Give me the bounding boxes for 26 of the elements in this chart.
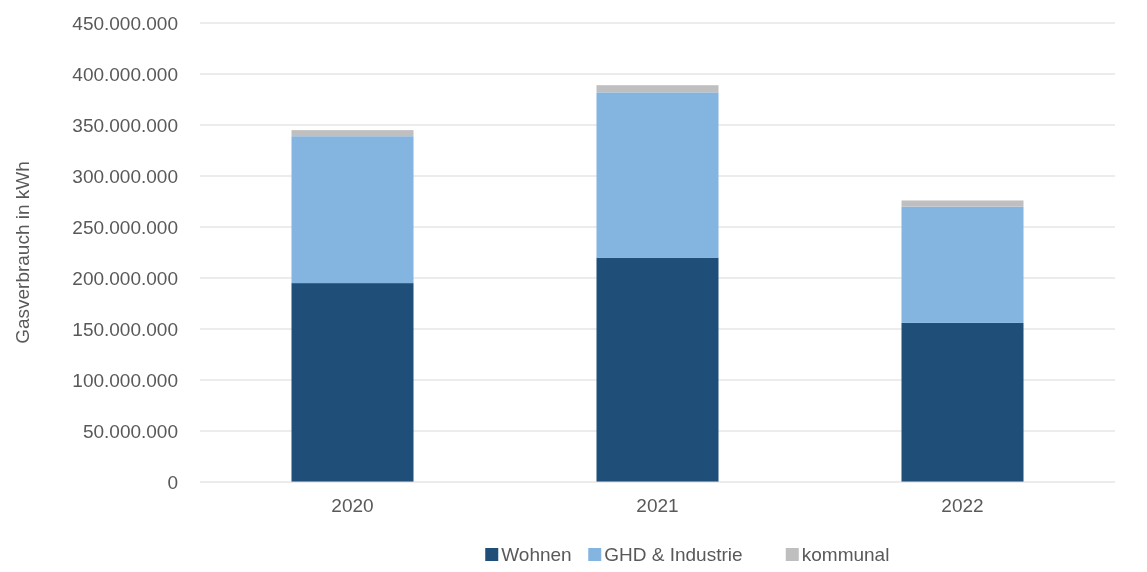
bar [901,206,1024,323]
y-tick-label: 350.000.000 [72,114,178,136]
y-tick-label: 200.000.000 [72,267,178,289]
y-tick-label: 400.000.000 [72,63,178,85]
y-tick-label: 150.000.000 [72,318,178,340]
bar [291,283,414,482]
legend-label: kommunal [801,544,890,565]
x-tick-label: 2020 [331,495,374,516]
bar [596,85,719,93]
bar [901,322,1024,482]
y-tick-label: 250.000.000 [72,216,178,238]
x-tick-label: 2022 [941,495,984,516]
y-axis-title: Gasverbrauch in kWh [12,161,33,344]
bar [291,136,414,284]
legend-label: Wohnen [501,544,572,565]
bar [596,257,719,482]
y-tick-label: 300.000.000 [72,165,178,187]
y-tick-label: 100.000.000 [72,369,178,391]
legend-label: GHD & Industrie [604,544,743,565]
y-tick-label: 0 [167,471,178,493]
y-tick-label: 50.000.000 [82,420,178,442]
y-tick-label: 450.000.000 [72,12,178,34]
bar [291,130,414,137]
bar [596,92,719,258]
bar [901,200,1024,207]
x-tick-label: 2021 [636,495,679,516]
